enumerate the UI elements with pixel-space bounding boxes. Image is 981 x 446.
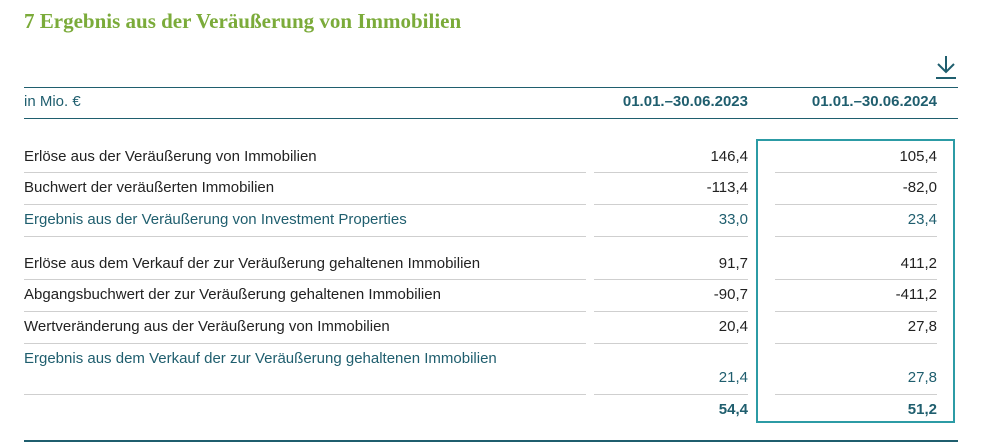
row-label: Wertveränderung aus der Veräußerung von … — [24, 318, 390, 335]
value-2024: 105,4 — [899, 148, 937, 165]
row-separator — [775, 311, 937, 312]
row-label: Erlöse aus der Veräußerung von Immobilie… — [24, 148, 317, 165]
row-separator — [775, 172, 937, 173]
value-2024: 27,8 — [907, 369, 937, 386]
row-separator — [24, 311, 586, 312]
row-label: Erlöse aus dem Verkauf der zur Veräußeru… — [24, 255, 481, 272]
value-2024: -82,0 — [902, 179, 937, 196]
value-2023: 33,0 — [718, 211, 748, 228]
row-separator — [775, 236, 937, 237]
row-separator — [594, 343, 748, 344]
row-separator — [775, 394, 937, 395]
value-2023: 91,7 — [718, 255, 748, 272]
value-2023: 146,4 — [710, 148, 748, 165]
row-separator — [24, 236, 586, 237]
total-2023: 54,4 — [718, 401, 748, 418]
current-period-highlight — [756, 139, 955, 423]
row-separator — [594, 204, 748, 205]
value-2024: 27,8 — [907, 318, 937, 335]
row-separator — [24, 172, 586, 173]
row-separator — [594, 279, 748, 280]
row-separator — [24, 279, 586, 280]
table-bottom-rule — [24, 440, 958, 442]
row-separator — [24, 204, 586, 205]
unit-label: in Mio. € — [24, 93, 81, 110]
row-separator — [594, 172, 748, 173]
value-2023: 21,4 — [718, 369, 748, 386]
row-separator — [775, 279, 937, 280]
total-2024: 51,2 — [907, 401, 937, 418]
header-rule — [24, 118, 958, 119]
value-2024: -411,2 — [895, 286, 937, 303]
row-separator — [24, 394, 586, 395]
value-2023: -90,7 — [713, 286, 748, 303]
row-separator — [775, 343, 937, 344]
row-label: Buchwert der veräußerten Immobilien — [24, 179, 275, 196]
column-header-2024: 01.01.–30.06.2024 — [811, 93, 937, 110]
value-2024: 411,2 — [900, 255, 937, 272]
value-2024: 23,4 — [907, 211, 937, 228]
row-separator — [775, 204, 937, 205]
row-separator — [594, 311, 748, 312]
row-label: Ergebnis aus dem Verkauf der zur Veräuße… — [24, 350, 497, 367]
download-icon[interactable] — [933, 54, 959, 80]
value-2023: -113,4 — [706, 179, 748, 196]
page-title: 7 Ergebnis aus der Veräußerung von Immob… — [24, 9, 462, 33]
row-separator — [594, 236, 748, 237]
column-header-2023: 01.01.–30.06.2023 — [622, 93, 748, 110]
row-separator — [24, 343, 586, 344]
row-label: Abgangsbuchwert der zur Veräußerung geha… — [24, 286, 441, 303]
row-separator — [594, 394, 748, 395]
value-2023: 20,4 — [718, 318, 748, 335]
row-label: Ergebnis aus der Veräußerung von Investm… — [24, 211, 407, 228]
table-top-rule — [24, 87, 958, 88]
